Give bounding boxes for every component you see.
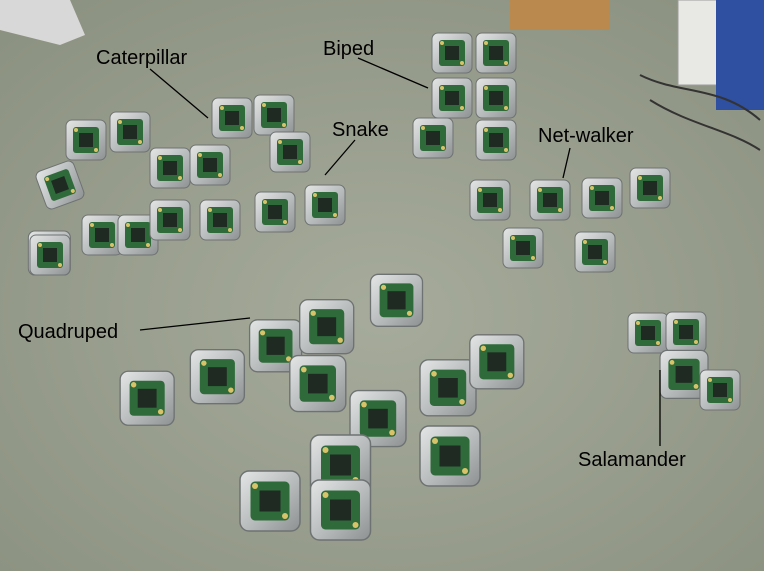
net-walker-leader-line [562, 147, 571, 179]
biped-label: Biped [323, 38, 375, 60]
net-walker-label: Net-walker [538, 125, 634, 147]
biped-leader-line [357, 57, 429, 89]
quadruped-label: Quadruped [18, 321, 119, 343]
snake-leader-line [324, 139, 356, 176]
caterpillar-label: Caterpillar [96, 47, 188, 69]
leader-lines [139, 57, 661, 446]
quadruped-leader-line [139, 317, 251, 331]
salamander-label: Salamander [578, 449, 686, 471]
snake-label: Snake [332, 119, 389, 141]
background-clutter [0, 0, 764, 151]
caterpillar-leader-line [149, 68, 209, 119]
